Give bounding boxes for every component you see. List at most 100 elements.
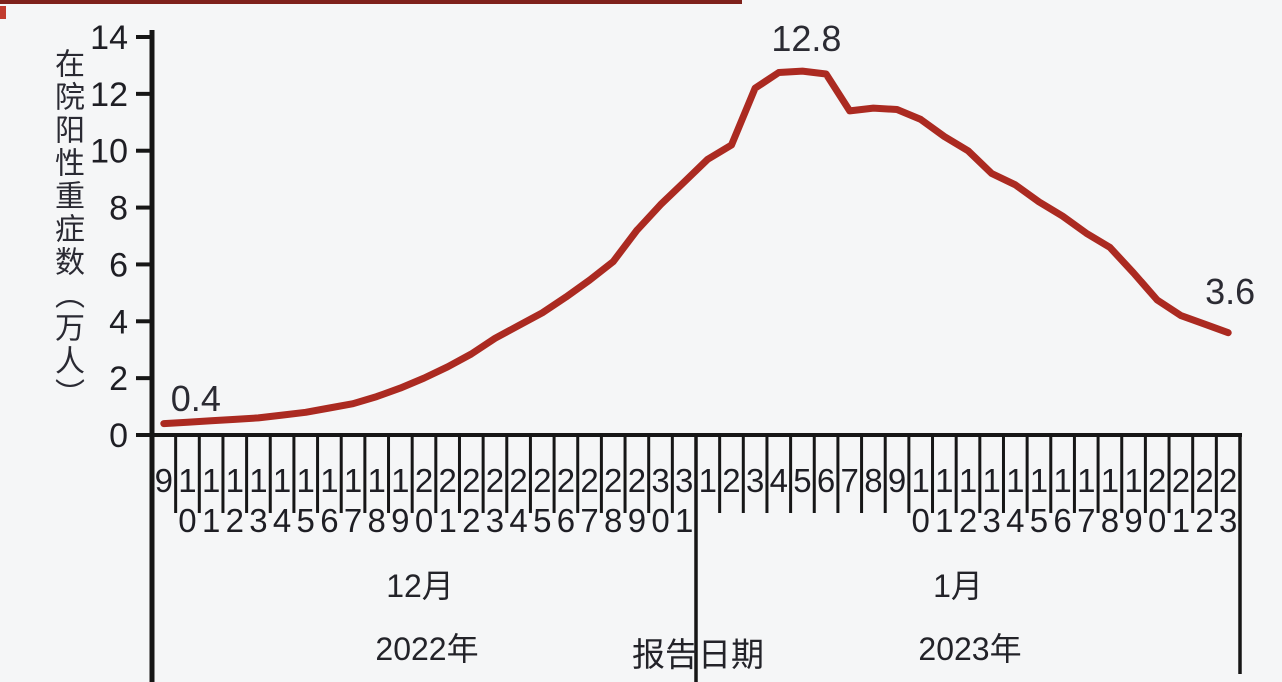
x-tick-label: 2: [438, 462, 456, 499]
x-tick-label: 1: [1030, 462, 1048, 499]
x-tick-label: 3: [651, 462, 669, 499]
x-tick-label: 2: [959, 502, 977, 539]
x-tick-label: 9: [628, 502, 646, 539]
x-tick-label: 0: [651, 502, 669, 539]
x-tick-label: 1: [1101, 462, 1119, 499]
x-tick-label: 2: [462, 502, 480, 539]
x-tick-label: 1: [344, 462, 362, 499]
x-tick-label: 8: [604, 502, 622, 539]
x-tick-label: 1: [935, 502, 953, 539]
x-tick-label: 0: [1148, 502, 1166, 539]
x-tick-label: 2: [604, 462, 622, 499]
x-tick-label: 5: [533, 502, 551, 539]
x-tick-label: 3: [486, 502, 504, 539]
x-tick-label: 2: [722, 462, 740, 499]
x-tick-label: 1: [249, 462, 267, 499]
x-tick-label: 1: [1077, 462, 1095, 499]
x-tick-label: 0: [415, 502, 433, 539]
x-tick-label: 1: [959, 462, 977, 499]
x-tick-label: 0: [912, 502, 930, 539]
x-tick-label: 1: [1053, 462, 1071, 499]
x-tick-label: 1: [699, 462, 717, 499]
x-axis-title: 报告日期: [632, 636, 764, 673]
x-tick-label: 4: [509, 502, 527, 539]
x-tick-label: 2: [486, 462, 504, 499]
y-axis-title: 在院阳性重症数（万人）: [50, 48, 83, 411]
x-tick-label: 8: [368, 502, 386, 539]
x-tick-label: 2: [226, 502, 244, 539]
x-tick-label: 7: [1077, 502, 1095, 539]
x-tick-label: 6: [817, 462, 835, 499]
x-tick-label: 1: [675, 502, 693, 539]
y-tick-label: 8: [109, 190, 128, 228]
x-tick-label: 1: [178, 462, 196, 499]
x-tick-label: 2: [1195, 462, 1213, 499]
x-tick-label: 7: [841, 462, 859, 499]
x-tick-label: 9: [391, 502, 409, 539]
x-tick-label: 4: [1006, 502, 1024, 539]
x-tick-label: 1: [297, 462, 315, 499]
x-tick-label: 2: [1219, 462, 1237, 499]
x-tick-label: 3: [746, 462, 764, 499]
x-tick-label: 6: [557, 502, 575, 539]
x-tick-label: 4: [770, 462, 788, 499]
x-tick-label: 5: [793, 462, 811, 499]
x-tick-label: 1: [912, 462, 930, 499]
y-tick-label: 10: [90, 133, 128, 171]
x-tick-label: 8: [1101, 502, 1119, 539]
x-tick-label: 1: [320, 462, 338, 499]
x-tick-label: 2: [1148, 462, 1166, 499]
left-edge-mark: [0, 6, 6, 19]
x-tick-label: 7: [344, 502, 362, 539]
x-tick-label: 2: [462, 462, 480, 499]
y-tick-label: 4: [109, 303, 128, 341]
data-annotation: 0.4: [170, 377, 221, 419]
x-tick-label: 4: [273, 502, 291, 539]
x-tick-label: 1: [368, 462, 386, 499]
x-tick-label: 5: [297, 502, 315, 539]
x-tick-label: 2: [533, 462, 551, 499]
x-tick-label: 1: [935, 462, 953, 499]
y-tick-label: 2: [109, 360, 128, 398]
month-label-january: 1月: [933, 568, 983, 604]
x-tick-label: 3: [1219, 502, 1237, 539]
x-tick-label: 0: [178, 502, 196, 539]
severe-cases-line: [160, 67, 1232, 428]
x-tick-label: 1: [1172, 502, 1190, 539]
x-tick-label: 6: [1053, 502, 1071, 539]
y-tick-label: 6: [109, 246, 128, 284]
x-tick-label: 3: [249, 502, 267, 539]
x-tick-label: 7: [580, 502, 598, 539]
x-tick-label: 1: [391, 462, 409, 499]
data-annotation: 3.6: [1205, 270, 1256, 312]
x-tick-label: 2: [1172, 462, 1190, 499]
x-tick-label: 2: [580, 462, 598, 499]
x-tick-label: 1: [1006, 462, 1024, 499]
x-tick-label: 1: [1124, 462, 1142, 499]
year-label-2023: 2023年: [918, 631, 1022, 667]
x-tick-label: 5: [1030, 502, 1048, 539]
x-tick-label: 8: [864, 462, 882, 499]
x-tick-label: 1: [202, 502, 220, 539]
x-tick-label: 1: [982, 462, 1000, 499]
x-tick-label: 6: [320, 502, 338, 539]
data-annotation: 12.8: [771, 18, 842, 60]
x-tick-label: 1: [438, 502, 456, 539]
x-tick-label: 1: [202, 462, 220, 499]
x-tick-label: 2: [1195, 502, 1213, 539]
x-tick-label: 2: [557, 462, 575, 499]
x-tick-label: 1: [273, 462, 291, 499]
y-tick-label: 12: [90, 76, 128, 114]
month-label-december: 12月: [386, 568, 454, 604]
x-tick-label: 9: [1124, 502, 1142, 539]
x-tick-label: 2: [509, 462, 527, 499]
year-label-2022: 2022年: [375, 631, 479, 667]
top-edge-strip: [0, 0, 742, 4]
y-tick-label: 14: [90, 19, 128, 57]
y-tick-label: 0: [109, 417, 128, 455]
x-tick-label: 3: [982, 502, 1000, 539]
x-tick-label: 1: [226, 462, 244, 499]
x-tick-label: 9: [155, 462, 173, 499]
